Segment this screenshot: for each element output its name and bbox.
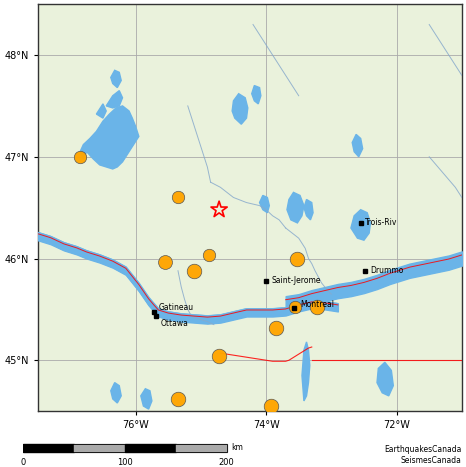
Polygon shape bbox=[96, 104, 106, 118]
Point bbox=[313, 304, 321, 311]
Polygon shape bbox=[304, 199, 313, 220]
Bar bbox=[125, 444, 176, 452]
Polygon shape bbox=[106, 91, 123, 108]
Text: 0: 0 bbox=[21, 458, 26, 467]
Bar bbox=[176, 444, 226, 452]
Point bbox=[191, 267, 198, 275]
Polygon shape bbox=[111, 382, 121, 403]
Point bbox=[272, 324, 280, 332]
Polygon shape bbox=[80, 106, 139, 169]
Text: km: km bbox=[232, 443, 244, 452]
Text: Ottawa: Ottawa bbox=[160, 319, 188, 328]
Polygon shape bbox=[287, 192, 304, 223]
Point bbox=[294, 255, 301, 262]
Text: EarthquakesCanada
SeismesCanada: EarthquakesCanada SeismesCanada bbox=[384, 445, 461, 465]
Text: Montreal: Montreal bbox=[301, 300, 335, 309]
Point bbox=[174, 194, 182, 201]
Point bbox=[161, 258, 169, 265]
Point bbox=[76, 153, 84, 161]
Polygon shape bbox=[111, 71, 121, 88]
Text: Drummo: Drummo bbox=[370, 266, 403, 275]
Bar bbox=[23, 444, 74, 452]
Bar bbox=[23, 444, 226, 452]
Polygon shape bbox=[377, 362, 393, 396]
Point bbox=[215, 353, 223, 360]
Text: 200: 200 bbox=[219, 458, 234, 467]
Text: Trois-Riv: Trois-Riv bbox=[365, 219, 397, 227]
Polygon shape bbox=[351, 210, 370, 240]
Text: Gatineau: Gatineau bbox=[158, 303, 193, 312]
Polygon shape bbox=[252, 85, 261, 104]
Text: 100: 100 bbox=[117, 458, 133, 467]
Point bbox=[215, 206, 223, 213]
Point bbox=[292, 304, 299, 311]
Text: Saint-Jerome: Saint-Jerome bbox=[271, 276, 321, 285]
Polygon shape bbox=[302, 342, 310, 401]
Point bbox=[267, 402, 275, 410]
Point bbox=[174, 395, 182, 403]
Polygon shape bbox=[141, 389, 152, 409]
Polygon shape bbox=[352, 134, 363, 157]
Bar bbox=[74, 444, 125, 452]
Polygon shape bbox=[260, 195, 269, 213]
Point bbox=[205, 252, 212, 259]
Polygon shape bbox=[232, 94, 248, 124]
